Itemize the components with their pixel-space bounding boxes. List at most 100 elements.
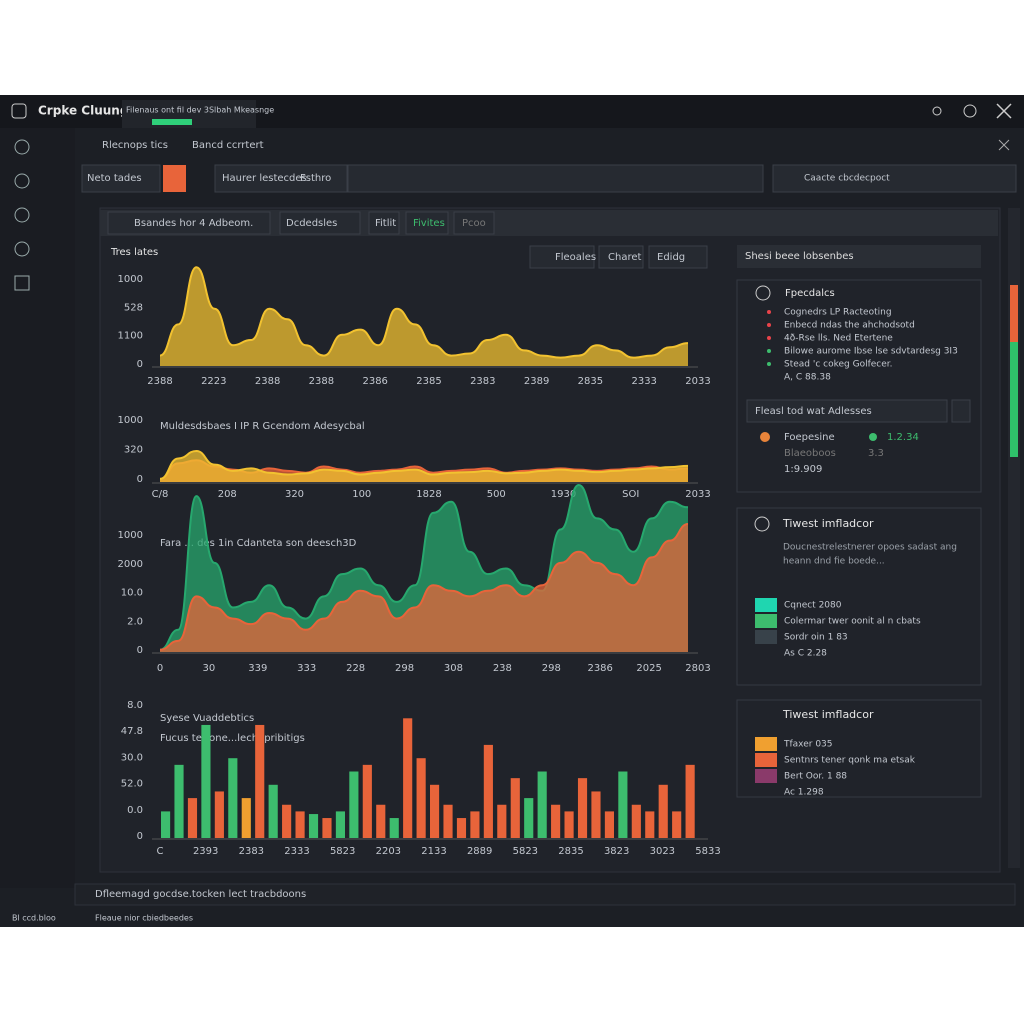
- chart-title: Syese Vuaddebtics: [160, 713, 254, 724]
- nav-icon[interactable]: [14, 139, 30, 155]
- menu: Filenaus ont fil dev 3Slbah Mkeasnge: [126, 106, 274, 115]
- line: [159, 266, 689, 359]
- panel-button[interactable]: [951, 399, 971, 423]
- bar: [389, 818, 399, 838]
- stat: Foepesine: [784, 432, 835, 443]
- legend-swatch: [755, 614, 777, 628]
- x-axis-label: 2025: [636, 663, 661, 674]
- toolbar-button-label: Dcdedsles: [286, 218, 337, 229]
- bar: [322, 818, 332, 838]
- legend-label: Colermar twer oonit al n cbats: [784, 617, 921, 627]
- status-bar: [74, 883, 1016, 906]
- bar: [430, 784, 440, 838]
- nav-icon[interactable]: [14, 207, 30, 223]
- panel-title: Tiwest imfladcor: [782, 517, 874, 530]
- toolbar-button[interactable]: [405, 211, 449, 235]
- chart-button-label: Fleoales: [555, 252, 596, 263]
- bar: [187, 798, 198, 838]
- x-axis-label: 3023: [650, 846, 675, 857]
- panel-dropdown[interactable]: [746, 399, 948, 423]
- bar: [214, 791, 224, 838]
- panel-title: Tiwest imfladcor: [782, 708, 874, 721]
- panel-icon: [755, 285, 771, 301]
- legend-label: Bert Oor. 1 88: [784, 772, 847, 782]
- legend-label: Cqnect 2080: [784, 601, 842, 611]
- nav-icon[interactable]: [14, 275, 30, 291]
- bar: [201, 724, 211, 838]
- search-field[interactable]: [347, 164, 764, 193]
- panel-desc: heann dnd fie boede...: [783, 557, 885, 567]
- status-left: Bl ccd.bloo: [12, 914, 56, 923]
- field[interactable]: [214, 164, 348, 193]
- toolbar-button[interactable]: [453, 211, 495, 235]
- y-axis-label: 47.8: [121, 726, 143, 737]
- nav-icon[interactable]: [14, 241, 30, 257]
- chart-button[interactable]: [648, 245, 708, 269]
- y-axis-label: 52.0: [121, 779, 143, 790]
- panel-note: Ac 1.298: [784, 788, 824, 798]
- x-axis-label: 2388: [255, 376, 280, 387]
- x-axis-label: 2333: [631, 376, 656, 387]
- list-dot: [767, 310, 771, 314]
- bar: [631, 804, 641, 838]
- list-item: Bilowe aurome Ibse lse sdvtardesg 3I3: [784, 347, 958, 357]
- toolbar-dropdown-label: Bsandes hor 4 Adbeom.: [134, 218, 253, 229]
- scroll-segment: [1010, 342, 1018, 457]
- y-axis-label: 8.0: [127, 700, 143, 711]
- field-label: Haurer lestecdes: [222, 173, 307, 184]
- x-axis-label: 228: [346, 663, 365, 674]
- legend-swatch: [755, 630, 777, 644]
- search-icon[interactable]: [932, 106, 942, 116]
- chart-subtitle: Fucus ter one...lechepribitigs: [160, 733, 305, 744]
- bar: [376, 804, 386, 838]
- x-axis-label: 2383: [470, 376, 495, 387]
- bar: [645, 811, 655, 838]
- nav-icon[interactable]: [14, 173, 30, 189]
- bar: [577, 778, 588, 838]
- x-axis-label: 320: [285, 489, 304, 500]
- main-panel: [99, 207, 1001, 873]
- close-icon[interactable]: [996, 103, 1012, 119]
- close-icon[interactable]: [998, 139, 1010, 151]
- x-axis-label: 238: [493, 663, 512, 674]
- bar: [349, 771, 359, 838]
- tab[interactable]: Rlecnops tics: [102, 140, 168, 151]
- x-axis-label: 298: [542, 663, 561, 674]
- bar: [456, 818, 467, 838]
- toolbar-dropdown[interactable]: [107, 211, 271, 235]
- panel-header-text: Shesi beee lobsenbes: [745, 251, 854, 262]
- settings-icon[interactable]: [963, 104, 977, 118]
- search-box[interactable]: [772, 164, 1017, 193]
- panel-dropdown-label: Fleasl tod wat Adlesses: [755, 406, 872, 417]
- bar: [282, 804, 292, 838]
- bar: [510, 778, 520, 838]
- x-axis-label: 2803: [685, 663, 710, 674]
- y-axis-label: 2000: [118, 559, 143, 570]
- status-text: Dfleemagd gocdse.tocken lect tracbdoons: [95, 889, 306, 900]
- toolbar-button[interactable]: [279, 211, 361, 235]
- panel: [736, 279, 982, 493]
- list-dot: [767, 323, 771, 327]
- filter-button[interactable]: [163, 165, 186, 192]
- x-axis-label: 2889: [467, 846, 492, 857]
- x-axis-label: 2385: [416, 376, 441, 387]
- chart-button[interactable]: [529, 245, 595, 269]
- bar: [308, 814, 319, 838]
- dropdown[interactable]: [81, 164, 161, 193]
- tab[interactable]: Bancd ccrrtert: [192, 140, 264, 151]
- line: [159, 522, 689, 651]
- bar: [537, 771, 547, 838]
- x-axis-label: 2133: [421, 846, 446, 857]
- chart-button-label: Charet: [608, 252, 641, 263]
- legend-swatch: [755, 737, 777, 751]
- chart-button[interactable]: [598, 245, 644, 269]
- bar: [658, 784, 668, 838]
- x-axis-label: C: [157, 846, 164, 857]
- x-axis-label: 298: [395, 663, 414, 674]
- bar: [618, 771, 628, 838]
- legend-label: Sentnrs tener qonk ma etsak: [784, 756, 916, 766]
- toolbar-button[interactable]: [368, 211, 400, 235]
- x-axis-label: 208: [218, 489, 237, 500]
- x-axis-label: 2389: [524, 376, 549, 387]
- toolbar-button-label: Fitlit: [375, 218, 396, 229]
